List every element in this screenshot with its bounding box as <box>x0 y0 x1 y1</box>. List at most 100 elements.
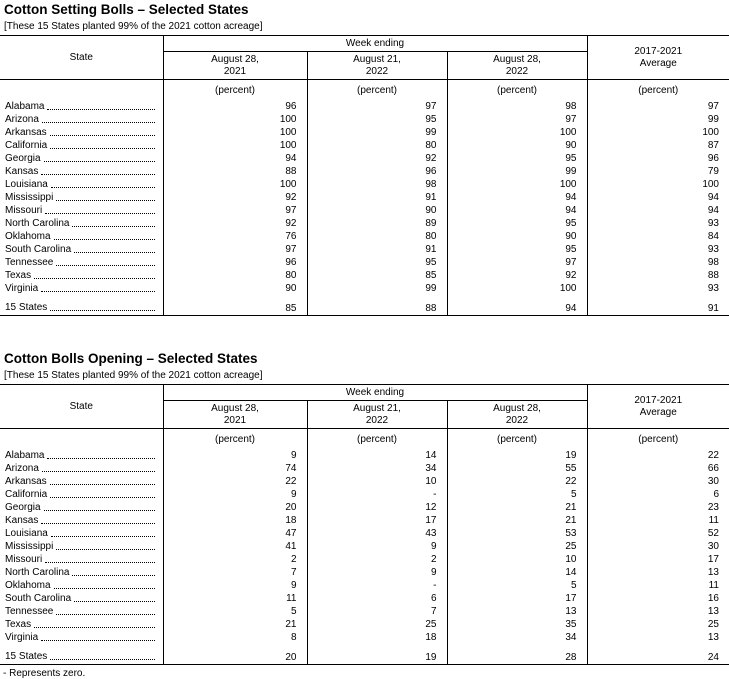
value-cell: 21 <box>446 514 587 527</box>
value-cell: 99 <box>306 282 447 295</box>
state-cell: Missouri <box>0 553 163 566</box>
average-column-header: 2017-2021 Average <box>586 384 729 429</box>
dotted-leader <box>43 509 155 511</box>
dotted-leader <box>41 522 155 524</box>
bolls-opening-body: Alabama 9 14 19 22 Arizona 74 34 55 66 Arkansas 22 1… <box>0 449 729 665</box>
value-cell: 98 <box>586 256 729 269</box>
value-cell: 100 <box>162 126 307 139</box>
table-row: Virginia 90 99 100 93 <box>0 282 729 295</box>
value-cell: 90 <box>446 230 587 243</box>
value-cell: 22 <box>446 475 587 488</box>
value-cell: 16 <box>586 592 729 605</box>
state-cell: California <box>0 139 163 152</box>
value-cell: 98 <box>446 100 587 113</box>
unit-empty-cell <box>0 429 163 450</box>
value-cell: 94 <box>446 301 587 316</box>
value-cell: 9 <box>162 488 307 501</box>
column-header-week2: August 21, 2022 <box>306 400 447 429</box>
unit-label: (percent) <box>446 79 587 100</box>
value-cell: 30 <box>586 540 729 553</box>
spacer-row <box>0 644 729 650</box>
dotted-leader <box>72 225 155 227</box>
value-cell: 87 <box>586 139 729 152</box>
value-cell: 97 <box>446 113 587 126</box>
dotted-leader <box>53 587 155 589</box>
state-name: South Carolina <box>5 592 72 604</box>
state-name: North Carolina <box>5 566 70 578</box>
state-name: California <box>5 488 48 500</box>
value-cell: 7 <box>162 566 307 579</box>
dotted-leader <box>45 212 155 214</box>
state-name: Kansas <box>5 514 39 526</box>
state-name: Arkansas <box>5 475 47 487</box>
value-cell: 11 <box>162 592 307 605</box>
state-cell: Alabama <box>0 100 163 113</box>
value-cell: 96 <box>162 256 307 269</box>
state-cell: North Carolina <box>0 217 163 230</box>
state-cell: Tennessee <box>0 605 163 618</box>
header-row-week-ending: State Week ending 2017-2021 Average <box>0 35 729 80</box>
dotted-leader <box>43 160 155 162</box>
value-cell: 90 <box>446 139 587 152</box>
table-row: South Carolina 97 91 95 93 <box>0 243 729 256</box>
dotted-leader <box>47 457 155 459</box>
table-row: Georgia 20 12 21 23 <box>0 501 729 514</box>
value-cell: 24 <box>586 650 729 665</box>
column-header-week1: August 28, 2021 <box>162 400 307 429</box>
state-cell: Mississippi <box>0 540 163 553</box>
value-cell: 13 <box>586 605 729 618</box>
value-cell: 100 <box>446 126 587 139</box>
table-row: Oklahoma 9-5 11 <box>0 579 729 592</box>
state-name: Georgia <box>5 501 41 513</box>
table-row: Georgia 94 92 95 96 <box>0 152 729 165</box>
dotted-leader <box>53 238 155 240</box>
value-cell: 5 <box>446 488 587 501</box>
value-cell: 23 <box>586 501 729 514</box>
dotted-leader <box>50 659 155 660</box>
value-cell: 53 <box>446 527 587 540</box>
setting-bolls-body: Alabama 96 97 98 97 Arizona 100 95 97 99 Arkansas 1… <box>0 100 729 316</box>
column-header-week2: August 21, 2022 <box>306 51 447 80</box>
average-column-header: 2017-2021 Average <box>586 35 729 80</box>
state-cell: Oklahoma <box>0 579 163 592</box>
table-row: Missouri 2 2 10 17 <box>0 553 729 566</box>
unit-label: (percent) <box>446 428 587 449</box>
value-cell: 98 <box>306 178 447 191</box>
value-cell: 8 <box>162 631 307 644</box>
state-name: Virginia <box>5 631 39 643</box>
state-cell: 15 States <box>0 301 163 316</box>
value-cell: 9 <box>162 449 307 462</box>
value-cell: 30 <box>586 475 729 488</box>
table-row: California 9-5 6 <box>0 488 729 501</box>
value-cell: 10 <box>446 553 587 566</box>
value-cell: 89 <box>306 217 447 230</box>
value-cell: 92 <box>162 191 307 204</box>
state-cell: Kansas <box>0 514 163 527</box>
value-cell: 14 <box>306 449 447 462</box>
table-row: Kansas 18 17 21 11 <box>0 514 729 527</box>
value-cell: 7 <box>306 605 447 618</box>
dotted-leader <box>41 121 155 123</box>
header-row-week-ending: State Week ending 2017-2021 Average <box>0 384 729 429</box>
value-cell: 91 <box>306 243 447 256</box>
value-cell: 84 <box>586 230 729 243</box>
dotted-leader <box>45 561 155 563</box>
value-cell: 22 <box>586 449 729 462</box>
value-cell: 91 <box>306 191 447 204</box>
value-cell: 97 <box>306 100 447 113</box>
dotted-leader <box>41 290 155 292</box>
unit-label: (percent) <box>586 428 729 449</box>
dotted-leader <box>41 470 155 472</box>
state-cell: 15 States <box>0 650 163 665</box>
value-cell: 97 <box>162 204 307 217</box>
dotted-leader <box>50 147 155 149</box>
table-row: Missouri 97 90 94 94 <box>0 204 729 217</box>
table-row: Kansas 88 96 99 79 <box>0 165 729 178</box>
state-name: Tennessee <box>5 256 54 268</box>
dotted-leader <box>50 496 155 498</box>
value-cell: 95 <box>306 113 447 126</box>
state-cell: South Carolina <box>0 592 163 605</box>
table-row: Tennessee 5 7 13 13 <box>0 605 729 618</box>
value-cell: 100 <box>162 178 307 191</box>
page-title-2: Cotton Bolls Opening – Selected States <box>4 351 258 366</box>
